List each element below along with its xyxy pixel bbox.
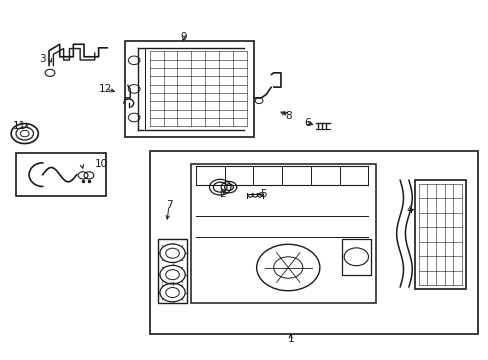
Bar [125,41,254,137]
Text: 12: 12 [99,84,112,94]
Text: 9: 9 [180,32,186,42]
Bar [16,153,106,196]
Text: 6: 6 [304,118,310,128]
Bar [191,164,375,303]
Bar [149,152,477,334]
Text: 4: 4 [406,205,412,215]
Text: 8: 8 [285,111,291,121]
Text: 1: 1 [287,334,293,344]
Text: 11: 11 [13,121,26,131]
Text: 10: 10 [94,159,107,169]
Bar [414,180,465,289]
Text: 7: 7 [165,200,172,210]
Text: 2: 2 [219,189,225,199]
Text: 5: 5 [260,189,267,199]
Bar [158,239,187,303]
Bar [341,239,370,275]
Text: 3: 3 [40,54,46,64]
